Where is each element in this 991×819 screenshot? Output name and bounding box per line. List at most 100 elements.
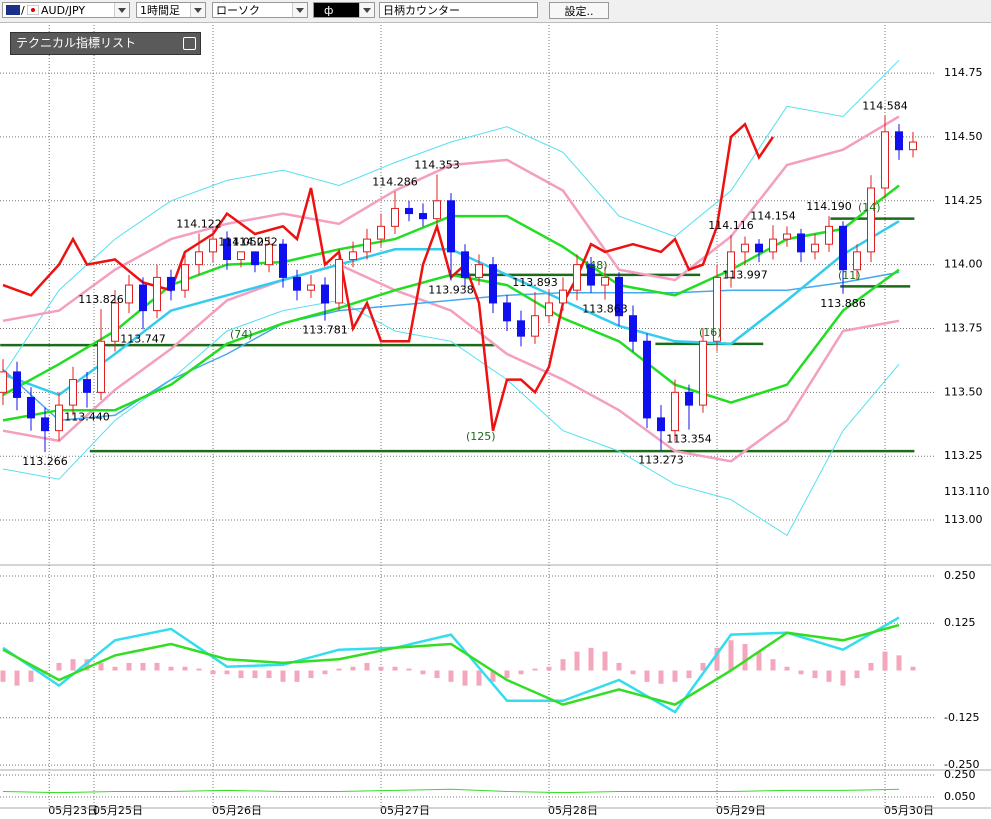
- y-tick-label: 0.050: [944, 790, 976, 803]
- histogram-bar: [630, 670, 636, 675]
- x-tick-label: 05月26日: [212, 804, 262, 817]
- cloud-label: (74): [230, 328, 253, 341]
- price-label: 113.354: [666, 433, 712, 446]
- candle-body: [223, 238, 231, 261]
- candle-body: [363, 238, 371, 253]
- candle-body: [167, 276, 175, 291]
- candle-body: [811, 243, 819, 253]
- histogram-bar: [140, 662, 146, 671]
- histogram-bar: [672, 670, 678, 682]
- candle-body: [531, 315, 539, 337]
- y-tick-label: 0.125: [944, 616, 976, 629]
- histogram-bar: [644, 670, 650, 682]
- histogram-bar: [588, 647, 594, 671]
- y-tick-label: 113.50: [944, 385, 983, 398]
- indicator-list[interactable]: テクニカル指標リスト: [10, 32, 201, 55]
- toolbar: / AUD/JPY 1時間足 ローソク ф 日柄カウンター 設定..: [0, 0, 991, 23]
- candle-body: [209, 238, 217, 253]
- candle-body: [181, 264, 189, 291]
- candle-body: [335, 259, 343, 304]
- histogram-bar: [882, 651, 888, 671]
- price-label: 114.154: [750, 209, 796, 222]
- cloud-label: (11): [838, 269, 861, 282]
- y-tick-label: 113.75: [944, 321, 983, 334]
- histogram-bar: [126, 662, 132, 671]
- candle-body: [307, 284, 315, 291]
- histogram-bar: [910, 666, 916, 671]
- candle-body: [69, 379, 77, 406]
- histogram-bar: [462, 670, 468, 686]
- candle-body: [657, 417, 665, 432]
- candle-body: [517, 320, 525, 337]
- histogram-bar: [406, 668, 412, 671]
- settings: 設定..: [564, 5, 594, 18]
- candle-body: [741, 243, 749, 253]
- price-label: 114.190: [806, 200, 852, 213]
- histogram-bar: [840, 670, 846, 686]
- timeframe-select[interactable]: 1時間足: [136, 2, 206, 18]
- histogram-bar: [518, 670, 524, 675]
- candle-body: [755, 243, 763, 253]
- histogram-bar: [70, 659, 76, 671]
- symbol-select[interactable]: / AUD/JPY: [2, 2, 130, 18]
- histogram-bar: [896, 655, 902, 671]
- cloud-label: (16): [699, 326, 722, 339]
- candle-body: [895, 131, 903, 151]
- x-tick-label: 05月23日: [48, 804, 98, 817]
- histogram-bar: [490, 670, 496, 682]
- histogram-bar: [210, 670, 216, 675]
- settings-button[interactable]: 設定..: [549, 2, 609, 19]
- cloud-label: (125): [466, 430, 496, 443]
- indicator-line: [2, 59, 900, 375]
- histogram-bar: [294, 670, 300, 682]
- candle-body: [237, 251, 245, 261]
- y-tick-label: 113.25: [944, 449, 983, 462]
- histogram-bar: [728, 640, 734, 671]
- y-tick-label: 113.00: [944, 513, 983, 526]
- cloud-label: (48): [585, 259, 608, 272]
- price-label: 113.747: [120, 332, 166, 345]
- x-tick-label: 05月27日: [380, 804, 430, 817]
- price-label: 113.266: [22, 455, 68, 468]
- chart-type-select[interactable]: ローソク: [212, 2, 308, 18]
- candle-body: [545, 302, 553, 317]
- price-label: 113.938: [428, 283, 474, 296]
- histogram-bar: [252, 670, 258, 679]
- candle-body: [573, 264, 581, 291]
- candle-body: [83, 379, 91, 393]
- counter-field[interactable]: 日柄カウンター: [379, 2, 538, 18]
- x-tick-label: 05月29日: [716, 804, 766, 817]
- price-label: 114.052: [218, 235, 264, 248]
- candle-body: [405, 207, 413, 215]
- y-tick-label: 0.250: [944, 569, 976, 582]
- candle-body: [111, 302, 119, 342]
- histogram-bar: [14, 670, 20, 686]
- histogram-bar: [196, 668, 202, 671]
- candle-body: [0, 371, 7, 393]
- histogram-bar: [56, 662, 62, 671]
- cloud-label: (14): [858, 201, 881, 214]
- tool-select[interactable]: ф: [313, 2, 375, 18]
- candle-body: [461, 251, 469, 278]
- price-label: 113.893: [512, 276, 558, 289]
- histogram-bar: [700, 662, 706, 671]
- candle-body: [615, 276, 623, 317]
- histogram-bar: [392, 666, 398, 671]
- candle-body: [195, 251, 203, 266]
- histogram-bar: [266, 670, 272, 679]
- histogram-bar: [98, 662, 104, 671]
- histogram-bar: [658, 670, 664, 684]
- histogram-bar: [28, 670, 34, 682]
- histogram-bar: [0, 670, 6, 682]
- price-label: 113.886: [820, 297, 866, 310]
- candle-body: [55, 404, 63, 432]
- candle-body: [825, 225, 833, 245]
- histogram-bar: [154, 662, 160, 671]
- timeframe: 1時間足: [140, 4, 180, 17]
- histogram-bar: [756, 651, 762, 671]
- candle-body: [125, 284, 133, 304]
- price-label: 113.440: [64, 411, 110, 424]
- x-tick-label: 05月28日: [548, 804, 598, 817]
- y-tick-label: 0.250: [944, 768, 976, 781]
